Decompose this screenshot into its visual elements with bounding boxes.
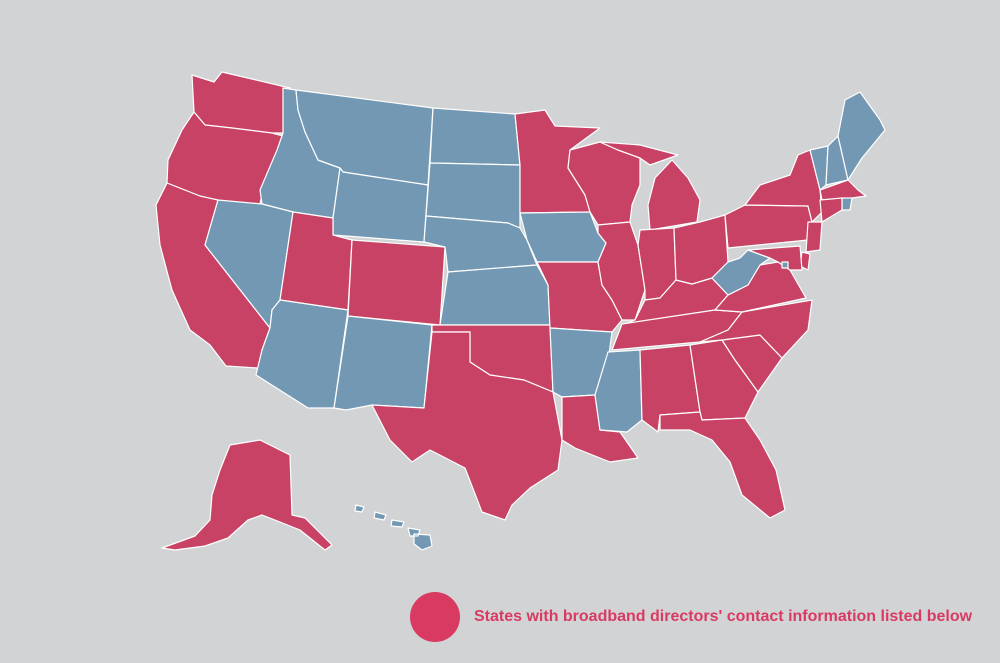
state-AZ[interactable] bbox=[255, 299, 349, 409]
state-CO[interactable] bbox=[347, 239, 446, 326]
state-RI[interactable] bbox=[841, 197, 853, 211]
state-MI[interactable] bbox=[599, 141, 701, 231]
state-NM[interactable] bbox=[333, 315, 433, 411]
state-AK[interactable] bbox=[161, 439, 333, 551]
legend-label: States with broadband directors' contact… bbox=[474, 608, 973, 625]
state-ME[interactable] bbox=[837, 91, 886, 181]
state-NC[interactable] bbox=[699, 299, 813, 359]
state-DC[interactable] bbox=[781, 261, 789, 269]
state-KS[interactable] bbox=[439, 264, 551, 326]
state-NJ[interactable] bbox=[805, 221, 823, 253]
legend-swatch bbox=[410, 592, 460, 642]
state-WA[interactable] bbox=[191, 71, 291, 134]
state-TX[interactable] bbox=[371, 331, 563, 521]
state-FL[interactable] bbox=[659, 411, 786, 519]
state-IL[interactable] bbox=[597, 221, 646, 321]
state-CT[interactable] bbox=[819, 197, 843, 223]
state-HI[interactable] bbox=[354, 504, 433, 551]
map-legend: States with broadband directors' contact… bbox=[410, 592, 972, 642]
state-PA[interactable] bbox=[724, 204, 813, 249]
state-ND[interactable] bbox=[429, 107, 521, 166]
